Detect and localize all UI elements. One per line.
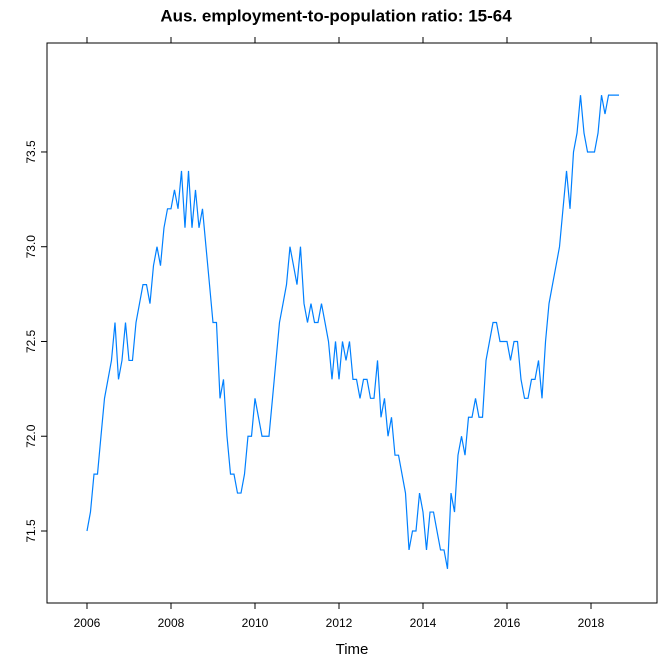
x-tick-label: 2006	[74, 616, 101, 630]
y-tick-label: 71.5	[24, 519, 38, 543]
x-tick-label: 2008	[158, 616, 185, 630]
x-axis-label: Time	[336, 641, 369, 658]
y-tick-label: 72.5	[24, 329, 38, 353]
y-tick-label: 72.0	[24, 424, 38, 448]
chart-title: Aus. employment-to-population ratio: 15-…	[160, 6, 512, 25]
x-tick-label: 2016	[494, 616, 521, 630]
x-tick-label: 2010	[242, 616, 269, 630]
x-tick-label: 2014	[410, 616, 437, 630]
x-tick-label: 2018	[578, 616, 605, 630]
y-tick-label: 73.0	[24, 235, 38, 259]
plot-frame	[46, 42, 658, 604]
y-tick-label: 73.5	[24, 140, 38, 164]
x-tick-label: 2012	[326, 616, 353, 630]
series-line	[86, 94, 620, 569]
